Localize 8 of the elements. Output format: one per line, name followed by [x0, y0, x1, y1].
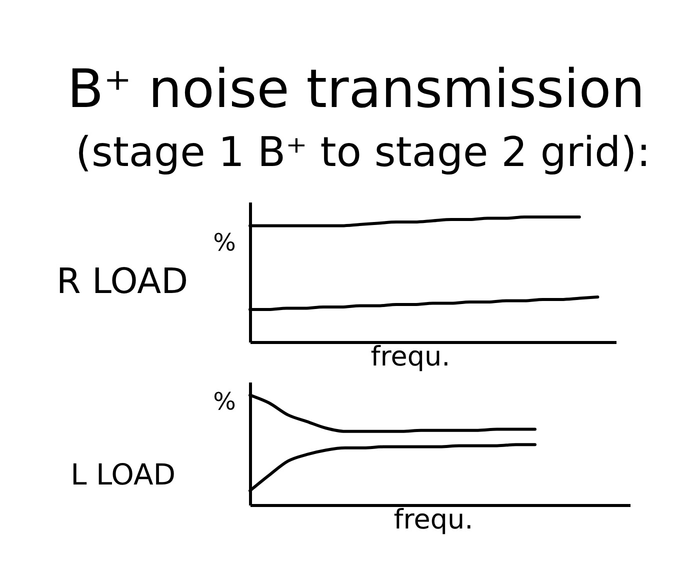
text: B⁺ noise transmission [67, 59, 645, 120]
text: R LOAD [56, 262, 188, 302]
text: L LOAD [70, 458, 176, 492]
x-axis-title: frequ. [394, 504, 474, 536]
y-axis-title: % [213, 228, 236, 256]
y-axis-title: % [213, 388, 236, 416]
x-axis-title: frequ. [370, 342, 450, 372]
text: (stage 1 B⁺ to stage 2 grid): [75, 128, 651, 176]
